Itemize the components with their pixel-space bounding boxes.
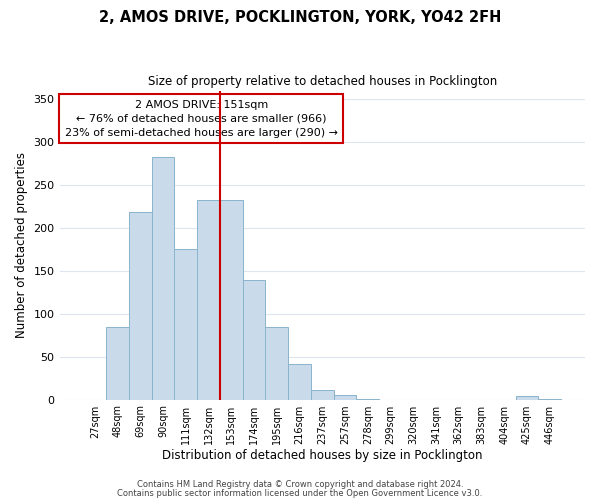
Bar: [288, 364, 311, 400]
X-axis label: Distribution of detached houses by size in Pocklington: Distribution of detached houses by size …: [162, 450, 482, 462]
Y-axis label: Number of detached properties: Number of detached properties: [15, 152, 28, 338]
Bar: [175, 250, 197, 400]
Bar: [538, 398, 561, 400]
Bar: [129, 212, 152, 400]
Text: Contains HM Land Registry data © Crown copyright and database right 2024.: Contains HM Land Registry data © Crown c…: [137, 480, 463, 489]
Bar: [220, 200, 242, 400]
Bar: [356, 398, 379, 400]
Bar: [152, 156, 175, 400]
Text: Contains public sector information licensed under the Open Government Licence v3: Contains public sector information licen…: [118, 488, 482, 498]
Bar: [106, 326, 129, 400]
Title: Size of property relative to detached houses in Pocklington: Size of property relative to detached ho…: [148, 75, 497, 88]
Bar: [334, 396, 356, 400]
Bar: [515, 396, 538, 400]
Bar: [242, 280, 265, 400]
Bar: [311, 390, 334, 400]
Text: 2, AMOS DRIVE, POCKLINGTON, YORK, YO42 2FH: 2, AMOS DRIVE, POCKLINGTON, YORK, YO42 2…: [99, 10, 501, 25]
Text: 2 AMOS DRIVE: 151sqm
← 76% of detached houses are smaller (966)
23% of semi-deta: 2 AMOS DRIVE: 151sqm ← 76% of detached h…: [65, 100, 338, 138]
Bar: [265, 328, 288, 400]
Bar: [197, 200, 220, 400]
